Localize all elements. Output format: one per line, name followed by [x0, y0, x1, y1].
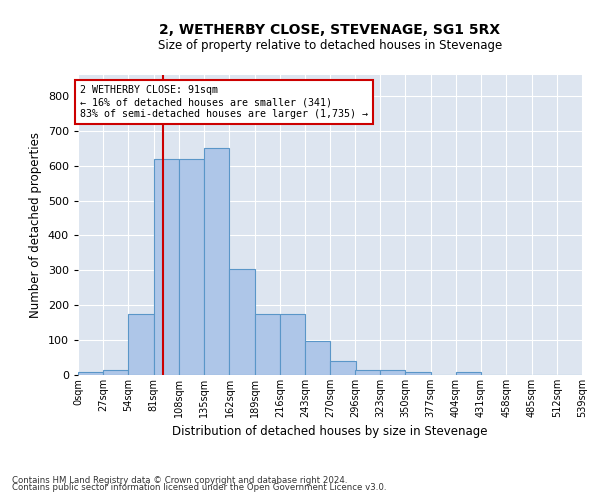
Text: Contains HM Land Registry data © Crown copyright and database right 2024.: Contains HM Land Registry data © Crown c… [12, 476, 347, 485]
Bar [456, 372, 481, 375]
Bar [355, 370, 380, 375]
Bar [179, 158, 204, 375]
Text: 2, WETHERBY CLOSE, STEVENAGE, SG1 5RX: 2, WETHERBY CLOSE, STEVENAGE, SG1 5RX [160, 22, 500, 36]
Bar [331, 361, 356, 375]
Text: Size of property relative to detached houses in Stevenage: Size of property relative to detached ho… [158, 39, 502, 52]
Bar [103, 370, 128, 375]
Bar [280, 314, 305, 375]
Text: 2 WETHERBY CLOSE: 91sqm
← 16% of detached houses are smaller (341)
83% of semi-d: 2 WETHERBY CLOSE: 91sqm ← 16% of detache… [80, 86, 368, 118]
Bar [204, 148, 229, 375]
Text: Contains public sector information licensed under the Open Government Licence v3: Contains public sector information licen… [12, 484, 386, 492]
Bar [154, 160, 179, 375]
X-axis label: Distribution of detached houses by size in Stevenage: Distribution of detached houses by size … [172, 426, 488, 438]
Bar [255, 314, 280, 375]
Bar [78, 372, 103, 375]
Bar [229, 268, 255, 375]
Bar [405, 372, 431, 375]
Bar [380, 370, 405, 375]
Bar [128, 314, 154, 375]
Bar [305, 341, 331, 375]
Y-axis label: Number of detached properties: Number of detached properties [29, 132, 42, 318]
